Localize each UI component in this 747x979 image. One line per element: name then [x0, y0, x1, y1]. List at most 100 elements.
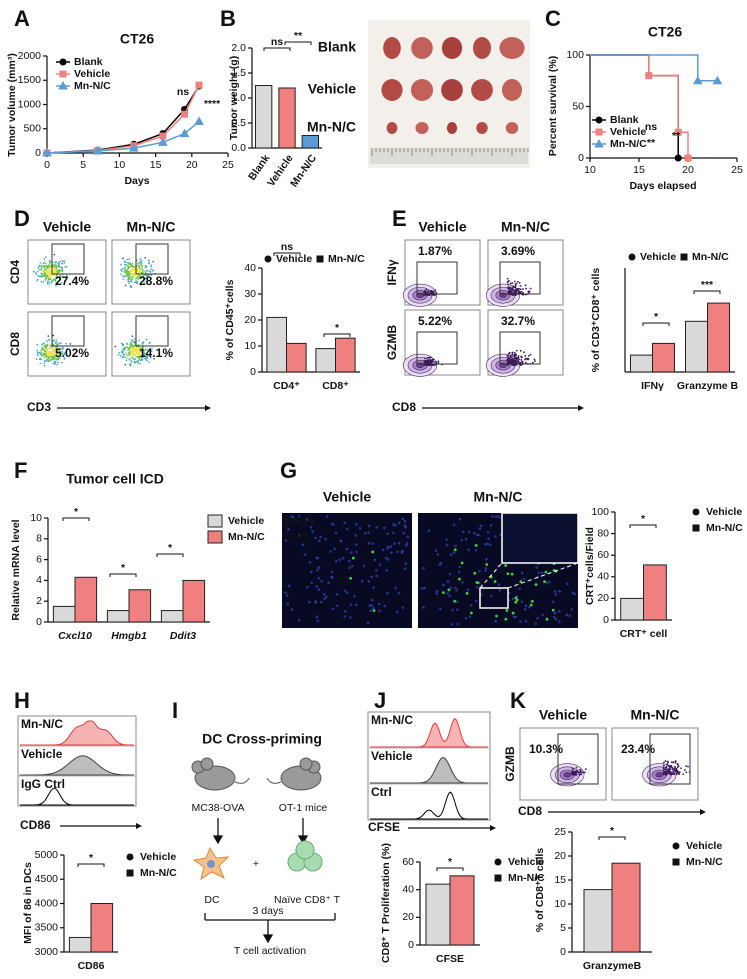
flow-event	[507, 356, 509, 359]
y-tick-label: 2	[36, 595, 42, 607]
nucleus	[454, 544, 457, 548]
flow-event	[43, 266, 46, 269]
nucleus	[317, 576, 321, 580]
flow-event	[57, 361, 60, 364]
flow-event	[130, 280, 133, 283]
flow-event	[517, 290, 520, 292]
flow-event	[41, 354, 44, 357]
flow-event	[121, 351, 124, 354]
zoom-box	[479, 587, 509, 609]
crt-signal	[551, 608, 555, 612]
bar	[315, 348, 336, 373]
flow-event	[44, 269, 46, 271]
crt-signal	[495, 614, 498, 618]
legend-marker	[264, 255, 272, 263]
crt-signal	[441, 591, 445, 595]
nucleus	[479, 524, 483, 527]
flow-event	[47, 352, 49, 354]
flow-event	[133, 344, 135, 347]
flow-column-label: Vehicle	[539, 707, 587, 723]
flow-event	[511, 292, 514, 294]
flow-event	[56, 270, 58, 272]
flow-event	[665, 765, 668, 768]
flow-event	[121, 349, 124, 352]
nucleus	[331, 607, 335, 611]
flow-event	[137, 351, 140, 353]
legend-marker	[126, 853, 134, 861]
nucleus	[486, 530, 490, 534]
chart-title: CT26	[120, 31, 154, 47]
legend-label: Blank	[610, 114, 639, 126]
histogram-frame	[17, 715, 137, 807]
significance: **	[672, 130, 681, 142]
flow-event	[145, 272, 147, 274]
nucleus	[439, 607, 442, 611]
flow-event	[672, 761, 675, 764]
flow-event	[61, 361, 63, 364]
flow-event	[507, 355, 510, 357]
flow-plot	[111, 311, 191, 377]
flow-event	[133, 354, 135, 357]
nucleus	[461, 530, 465, 533]
flow-event	[674, 761, 677, 764]
flow-event	[52, 334, 55, 337]
y-tick-label: 1.5	[231, 67, 246, 79]
nucleus	[491, 515, 494, 518]
significance-bracket	[693, 290, 721, 294]
flow-event	[425, 361, 428, 364]
nucleus	[384, 556, 388, 560]
x-tick-label: 25	[731, 164, 743, 176]
flow-event	[145, 269, 148, 272]
nucleus	[333, 547, 336, 551]
flow-event	[51, 349, 54, 351]
flow-event	[51, 350, 54, 353]
flow-axis-label: CD3	[27, 400, 51, 414]
nucleus	[284, 591, 287, 594]
flow-event	[126, 346, 128, 348]
flow-event	[42, 270, 45, 273]
flow-event	[125, 352, 127, 354]
nucleus	[311, 530, 314, 533]
flow-event	[143, 352, 146, 355]
flow-gate	[499, 331, 541, 365]
nucleus	[291, 515, 295, 519]
nucleus	[297, 619, 301, 622]
flow-event	[122, 278, 125, 280]
flow-event	[685, 771, 688, 774]
x-tick-label: IFNγ	[641, 380, 664, 392]
flow-event	[144, 257, 146, 259]
y-axis-label: % of CD3⁺CD8⁺ cells	[590, 268, 602, 373]
y-tick-label: 10	[554, 898, 566, 910]
panel-letter: E	[392, 206, 407, 231]
flow-event	[667, 771, 670, 774]
flow-event	[52, 362, 55, 365]
flow-gate-label: 32.7%	[501, 314, 535, 328]
nucleus	[287, 584, 291, 588]
flow-event	[131, 354, 133, 356]
nucleus	[371, 542, 374, 545]
flow-event	[427, 290, 430, 292]
flow-event	[437, 360, 440, 363]
flow-event	[48, 260, 51, 262]
flow-event	[51, 358, 54, 361]
chart-title: CT26	[648, 24, 682, 40]
flow-event	[147, 274, 150, 277]
flow-event	[57, 352, 59, 354]
nucleus	[553, 590, 557, 593]
flow-gate	[557, 733, 599, 785]
flow-event	[142, 348, 144, 351]
flow-event	[44, 265, 46, 267]
flow-event	[672, 770, 675, 773]
flow-event	[114, 345, 117, 348]
flow-event	[52, 271, 55, 274]
legend-label: Mn-N/C	[610, 138, 647, 150]
x-tick-label: CRT⁺ cell	[620, 628, 668, 640]
nucleus	[375, 574, 378, 578]
flow-event	[148, 259, 150, 262]
nucleus	[324, 537, 328, 541]
flow-event	[128, 274, 131, 276]
flow-gate	[135, 243, 169, 275]
y-tick-label: 60	[402, 856, 414, 868]
y-tick-label: 40	[597, 571, 609, 583]
